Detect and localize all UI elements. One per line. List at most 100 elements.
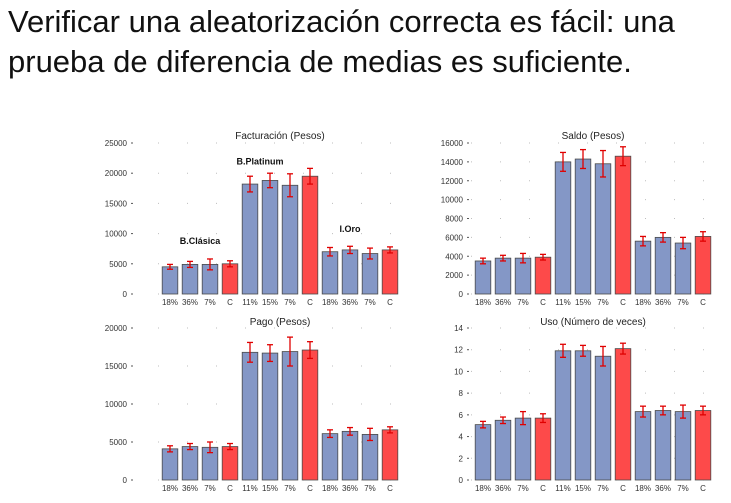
y-tick-label-2-3: 6000: [445, 233, 463, 242]
x-tick-label-2-2: 36%: [495, 298, 511, 307]
x-tick-label-3-8: C: [307, 484, 313, 493]
y-tick-label-4-1: 2: [459, 454, 464, 463]
y-tick-label-2-2: 4000: [445, 252, 463, 261]
bar-3-12: [381, 429, 399, 481]
bar-4-3: [514, 417, 532, 481]
bar-3-7: [281, 351, 299, 481]
chart-title-1: Facturación (Pesos): [235, 131, 324, 142]
group-label-1-3: I.Oro: [339, 224, 361, 234]
bar-3-10: [341, 430, 359, 481]
x-tick-label-3-2: 36%: [182, 484, 198, 493]
x-tick-label-3-7: 7%: [284, 484, 296, 493]
bar-4-5: [554, 350, 572, 481]
x-tick-label-1-11: 7%: [364, 298, 376, 307]
x-tick-label-2-11: 7%: [677, 298, 689, 307]
x-tick-label-4-7: 7%: [597, 484, 609, 493]
x-tick-label-2-9: 18%: [635, 298, 651, 307]
y-tick-label-2-6: 12000: [441, 177, 464, 186]
bar-4-4: [534, 417, 552, 481]
bar-4-8: [614, 348, 632, 481]
y-tick-label-2-1: 2000: [445, 271, 463, 280]
y-tick-label-2-7: 14000: [441, 158, 464, 167]
y-tick-label-3-4: 20000: [105, 324, 128, 333]
x-tick-label-2-5: 11%: [555, 298, 570, 307]
slide-title-line-2: prueba de diferencia de medias es sufici…: [8, 44, 632, 79]
bar-2-7: [594, 163, 612, 295]
bar-1-8: [301, 175, 319, 295]
bar-1-12: [381, 249, 399, 295]
x-tick-label-2-7: 7%: [597, 298, 609, 307]
y-tick-label-1-1: 5000: [109, 260, 127, 269]
x-tick-label-3-12: C: [387, 484, 393, 493]
y-tick-label-1-4: 20000: [105, 169, 128, 178]
x-tick-label-4-5: 11%: [555, 484, 570, 493]
x-tick-label-2-10: 36%: [655, 298, 671, 307]
y-tick-label-3-0: 0: [123, 476, 128, 485]
y-tick-label-1-5: 25000: [105, 139, 128, 148]
bar-3-11: [361, 433, 379, 481]
chart-title-4: Uso (Número de veces): [540, 317, 646, 328]
x-tick-label-1-12: C: [387, 298, 393, 307]
bar-4-2: [494, 419, 512, 481]
y-tick-label-1-2: 10000: [105, 230, 128, 239]
x-tick-label-3-6: 15%: [262, 484, 278, 493]
y-tick-label-2-5: 10000: [441, 196, 464, 205]
x-tick-label-4-2: 36%: [495, 484, 511, 493]
y-tick-label-4-0: 0: [459, 476, 464, 485]
bar-4-1: [474, 424, 492, 481]
bar-2-4: [534, 256, 552, 295]
x-tick-label-4-12: C: [700, 484, 706, 493]
bar-2-5: [554, 161, 572, 295]
x-tick-label-3-4: C: [227, 484, 233, 493]
y-tick-label-1-0: 0: [123, 290, 128, 299]
y-tick-label-4-5: 10: [454, 367, 463, 376]
x-tick-label-3-1: 18%: [162, 484, 178, 493]
x-tick-label-4-10: 36%: [655, 484, 671, 493]
y-tick-label-3-2: 10000: [105, 400, 128, 409]
bar-1-9: [321, 251, 339, 295]
y-tick-label-4-4: 8: [459, 389, 464, 398]
x-tick-label-2-8: C: [620, 298, 626, 307]
bar-2-12: [694, 236, 712, 295]
slide-title-line-1: Verificar una aleatorización correcta es…: [8, 4, 675, 39]
bar-2-6: [574, 158, 592, 295]
y-tick-label-1-3: 15000: [105, 199, 128, 208]
y-tick-label-2-4: 8000: [445, 215, 463, 224]
bar-3-4: [221, 446, 239, 481]
bar-1-2: [181, 264, 199, 295]
x-tick-label-4-3: 7%: [517, 484, 529, 493]
bar-4-7: [594, 355, 612, 481]
y-tick-label-3-3: 15000: [105, 362, 128, 371]
slide-title: Verificar una aleatorización correcta es…: [8, 2, 728, 82]
bar-1-10: [341, 249, 359, 295]
x-tick-label-3-10: 36%: [342, 484, 358, 493]
bar-1-6: [261, 180, 279, 295]
x-tick-label-1-8: C: [307, 298, 313, 307]
bar-1-5: [241, 183, 259, 295]
y-tick-label-2-0: 0: [459, 290, 464, 299]
bar-4-12: [694, 410, 712, 481]
x-tick-label-1-7: 7%: [284, 298, 296, 307]
x-tick-label-1-6: 15%: [262, 298, 278, 307]
x-tick-label-4-4: C: [540, 484, 546, 493]
x-tick-label-1-10: 36%: [342, 298, 358, 307]
bar-3-6: [261, 352, 279, 481]
bar-3-5: [241, 351, 259, 481]
chart-title-3: Pago (Pesos): [250, 317, 311, 328]
bar-4-10: [654, 410, 672, 481]
y-tick-label-4-6: 12: [454, 346, 463, 355]
bar-1-4: [221, 263, 239, 295]
x-tick-label-4-6: 15%: [575, 484, 591, 493]
x-tick-label-3-11: 7%: [364, 484, 376, 493]
y-tick-label-2-8: 16000: [441, 139, 464, 148]
chart-title-2: Saldo (Pesos): [562, 131, 625, 142]
bar-2-3: [514, 257, 532, 295]
x-tick-label-2-3: 7%: [517, 298, 529, 307]
bar-2-8: [614, 155, 632, 295]
x-tick-label-1-3: 7%: [204, 298, 216, 307]
x-tick-label-1-2: 36%: [182, 298, 198, 307]
x-tick-label-2-4: C: [540, 298, 546, 307]
x-tick-label-4-1: 18%: [475, 484, 491, 493]
x-tick-label-2-1: 18%: [475, 298, 491, 307]
bar-3-2: [181, 446, 199, 481]
